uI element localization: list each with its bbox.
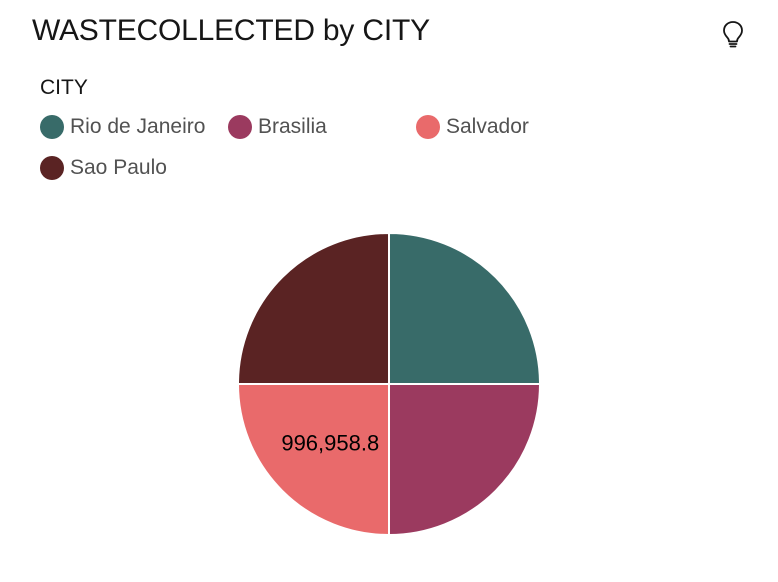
legend-swatch — [228, 115, 252, 139]
legend-swatch — [40, 115, 64, 139]
legend-swatch — [40, 156, 64, 180]
legend-item-brasilia[interactable]: Brasilia — [228, 112, 327, 142]
legend-label: Brasilia — [258, 115, 327, 138]
legend-item-salvador[interactable]: Salvador — [416, 112, 529, 142]
legend-item-rio-de-janeiro[interactable]: Rio de Janeiro — [40, 112, 205, 142]
legend-label: Rio de Janeiro — [70, 115, 206, 138]
legend-swatch — [416, 115, 440, 139]
chart-title: WASTECOLLECTED by CITY — [32, 14, 430, 47]
pie-slice-brasilia[interactable] — [388, 383, 542, 537]
legend-item-sao-paulo[interactable]: Sao Paulo — [40, 153, 167, 183]
legend-label: Salvador — [446, 115, 529, 138]
pie-data-label: 996,958.8 — [281, 431, 379, 456]
pie-slice-sao-paulo[interactable] — [236, 231, 390, 385]
legend-title: CITY — [40, 76, 88, 99]
lightbulb-icon — [723, 21, 743, 48]
insight-button[interactable] — [718, 18, 748, 50]
pie-slice-rio-de-janeiro[interactable] — [388, 231, 542, 385]
pie-slice-salvador[interactable] — [236, 383, 390, 537]
legend-label: Sao Paulo — [70, 156, 167, 179]
